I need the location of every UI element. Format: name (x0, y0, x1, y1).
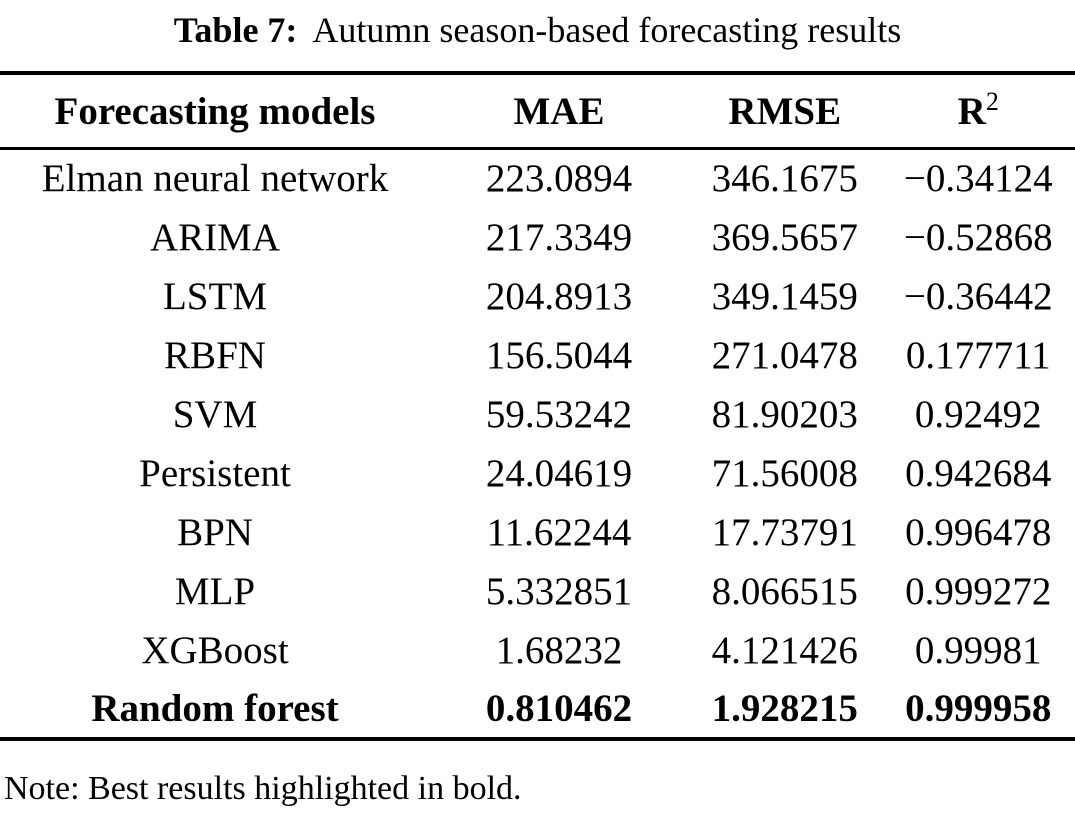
table-row: Random forest 0.810462 1.928215 0.999958 (0, 680, 1075, 739)
cell-rmse: 1.928215 (711, 686, 858, 730)
cell-r2: 0.999272 (905, 569, 1052, 613)
cell-r2: 0.92492 (914, 392, 1042, 436)
cell-rmse: 8.066515 (711, 569, 858, 613)
table-caption-text: Autumn season-based forecasting results (312, 10, 902, 50)
cell-model: Persistent (139, 451, 291, 495)
table-caption-label: Table 7: (173, 10, 298, 50)
cell-rmse: 81.90203 (711, 392, 858, 436)
cell-model: ARIMA (149, 215, 280, 259)
cell-mae: 1.68232 (495, 628, 623, 672)
table-row: BPN 11.62244 17.73791 0.996478 (0, 503, 1075, 562)
header-forecasting-models: Forecasting models (0, 73, 430, 150)
header-mae: MAE (430, 73, 688, 150)
cell-mae: 204.8913 (485, 274, 633, 318)
cell-r2: 0.177711 (905, 333, 1051, 377)
cell-model: MLP (174, 569, 256, 613)
table-row: LSTM 204.8913 349.1459 −0.36442 (0, 267, 1075, 326)
cell-mae: 59.53242 (485, 392, 633, 436)
cell-r2: 0.99981 (914, 628, 1042, 672)
cell-rmse: 346.1675 (711, 157, 858, 201)
table-row: Elman neural network 223.0894 346.1675 −0.3… (0, 149, 1075, 208)
cell-mae: 24.04619 (485, 451, 633, 495)
header-rmse: RMSE (688, 73, 882, 150)
cell-r2: −0.36442 (903, 274, 1053, 318)
header-r-squared: R2 (881, 73, 1075, 150)
r-squared-base: R (957, 89, 986, 133)
table-row: Persistent 24.04619 71.56008 0.942684 (0, 444, 1075, 503)
cell-mae: 11.62244 (486, 510, 632, 554)
cell-model: Random forest (91, 686, 339, 730)
results-table: Forecasting models MAE RMSE R2 Elman neu… (0, 71, 1075, 741)
table-body: Elman neural network 223.0894 346.1675 −0.3… (0, 149, 1075, 739)
cell-r2: 0.942684 (905, 451, 1052, 495)
cell-mae: 223.0894 (485, 157, 633, 201)
cell-r2: −0.34124 (903, 157, 1053, 201)
table-row: SVM 59.53242 81.90203 0.92492 (0, 385, 1075, 444)
r-squared-superscript: 2 (985, 86, 999, 116)
table-row: MLP 5.332851 8.066515 0.999272 (0, 562, 1075, 621)
cell-model: LSTM (162, 274, 267, 318)
cell-rmse: 4.121426 (711, 628, 858, 672)
cell-r2: 0.996478 (905, 510, 1052, 554)
cell-r2: 0.999958 (905, 686, 1052, 730)
table-row: XGBoost 1.68232 4.121426 0.99981 (0, 621, 1075, 680)
cell-model: SVM (172, 392, 258, 436)
cell-model: Elman neural network (41, 157, 389, 201)
table-row: ARIMA 217.3349 369.5657 −0.52868 (0, 208, 1075, 267)
table-row: RBFN 156.5044 271.0478 0.177711 (0, 326, 1075, 385)
cell-mae: 217.3349 (485, 215, 633, 259)
cell-rmse: 349.1459 (711, 274, 858, 318)
cell-rmse: 17.73791 (711, 510, 858, 554)
table-note: Note: Best results highlighted in bold. (4, 769, 522, 807)
cell-rmse: 271.0478 (711, 333, 858, 377)
cell-r2: −0.52868 (903, 215, 1053, 259)
cell-mae: 0.810462 (485, 686, 633, 730)
cell-mae: 5.332851 (485, 569, 633, 613)
table-caption: Table 7: Autumn season-based forecasting … (0, 0, 1075, 54)
cell-rmse: 369.5657 (711, 215, 858, 259)
cell-rmse: 71.56008 (711, 451, 858, 495)
cell-model: BPN (177, 510, 253, 554)
cell-mae: 156.5044 (485, 333, 633, 377)
cell-model: RBFN (164, 333, 266, 377)
header-row: Forecasting models MAE RMSE R2 (0, 73, 1075, 150)
cell-model: XGBoost (141, 628, 289, 672)
